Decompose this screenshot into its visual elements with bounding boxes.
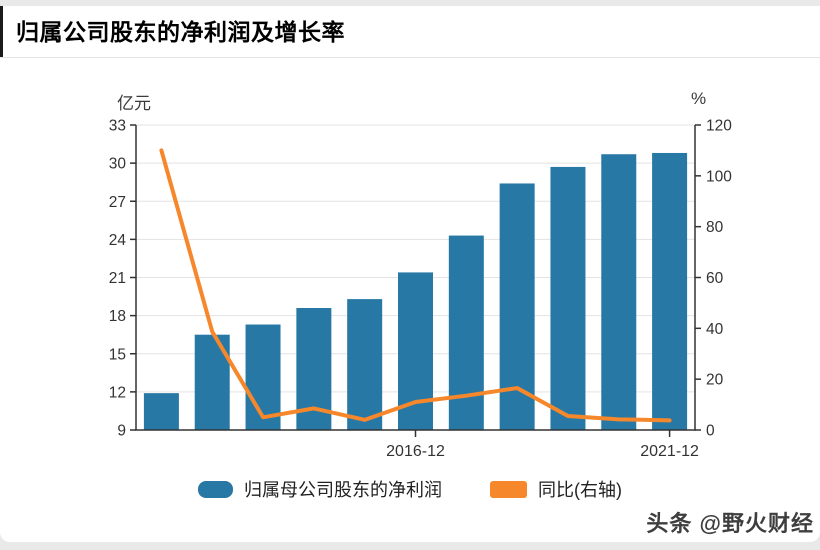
title-divider xyxy=(0,57,820,58)
line-series xyxy=(159,148,672,423)
x-tick-label: 2016-12 xyxy=(386,443,445,460)
right-axis-unit-label: % xyxy=(691,89,707,108)
right-tick-label: 0 xyxy=(706,423,715,440)
left-axis-unit-label: 亿元 xyxy=(117,94,151,113)
left-tick-label: 24 xyxy=(109,232,127,249)
title-accent-bar xyxy=(0,6,3,57)
left-tick-label: 9 xyxy=(117,423,126,440)
page-title: 归属公司股东的净利润及增长率 xyxy=(16,19,345,45)
left-tick-label: 12 xyxy=(109,384,126,401)
legend-line-swatch xyxy=(490,480,527,498)
bar-2019-12 xyxy=(550,166,586,430)
left-tick-label: 30 xyxy=(109,156,127,173)
right-tick-label: 80 xyxy=(706,219,724,236)
legend: 归属母公司股东的净利润 同比(右轴) xyxy=(0,476,820,502)
right-tick-label: 60 xyxy=(706,270,724,287)
bar-2011-12 xyxy=(143,393,179,430)
bar-series xyxy=(143,152,688,431)
watermark: 头条 @野火财经 xyxy=(646,511,814,536)
right-tick-label: 120 xyxy=(706,118,732,135)
left-tick-label: 21 xyxy=(109,270,126,287)
bar-2021-12 xyxy=(652,152,688,431)
legend-item-yoy: 同比(右轴) xyxy=(490,476,622,502)
bar-2013-12 xyxy=(245,324,281,430)
left-tick-label: 18 xyxy=(109,308,126,325)
right-tick-label: 20 xyxy=(706,372,724,389)
axes xyxy=(130,124,701,437)
legend-label-yoy: 同比(右轴) xyxy=(538,480,622,500)
bar-2017-12 xyxy=(448,235,484,430)
legend-bar-swatch xyxy=(198,480,233,498)
bar-2020-12 xyxy=(601,154,637,430)
right-tick-label: 100 xyxy=(706,168,732,185)
left-tick-label: 27 xyxy=(109,194,126,211)
x-tick-label: 2021-12 xyxy=(640,443,699,460)
left-tick-label: 33 xyxy=(109,118,126,135)
left-tick-label: 15 xyxy=(109,346,126,363)
legend-label-net-profit: 归属母公司股东的净利润 xyxy=(244,480,442,500)
right-tick-label: 40 xyxy=(706,321,724,338)
tick-labels: 33 30 27 24 21 18 15 12 9 120 100 80 60 40 20 0 2016-12 2… xyxy=(109,118,732,461)
bar-2015-12 xyxy=(347,299,383,430)
legend-item-net-profit: 归属母公司股东的净利润 xyxy=(198,476,442,502)
yoy-line xyxy=(159,148,672,423)
